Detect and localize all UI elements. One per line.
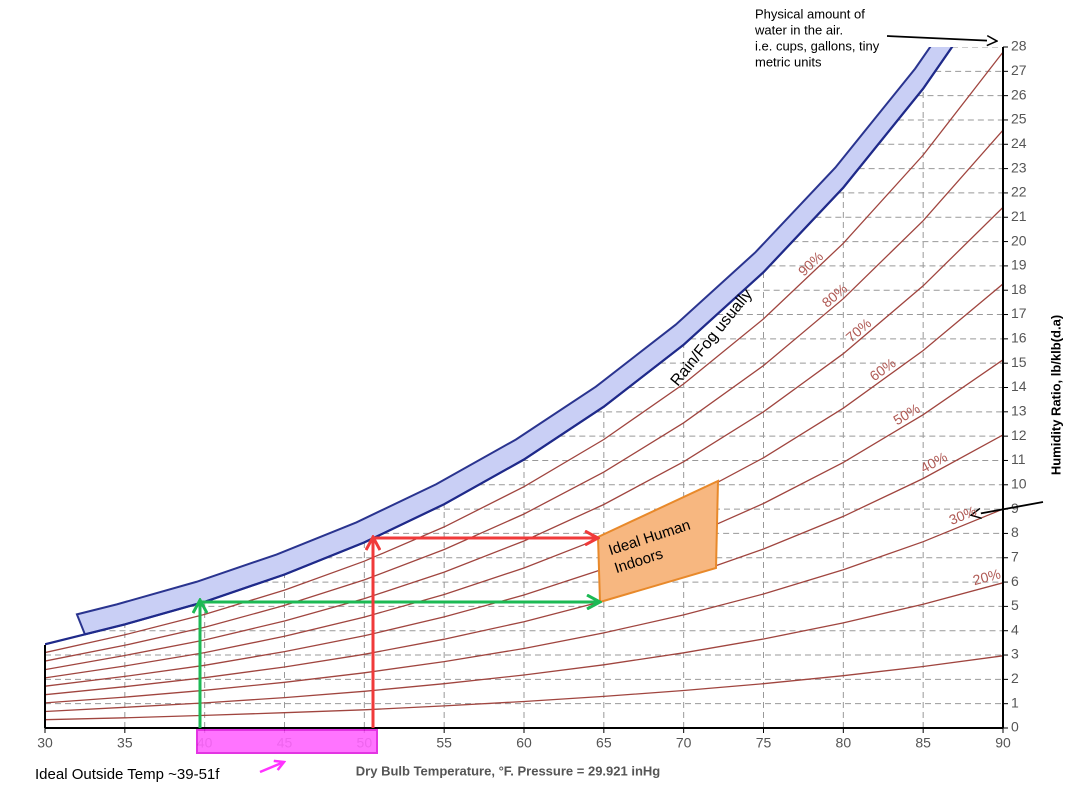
curves <box>45 47 1003 721</box>
rh-curve <box>45 283 1003 679</box>
y-tick-label: 12 <box>1011 427 1027 443</box>
x-tick-label: 30 <box>37 735 53 751</box>
rh-label: 40% <box>918 449 950 476</box>
magenta-arrow <box>259 762 284 774</box>
y-tick-label: 28 <box>1011 38 1027 54</box>
x-tick-label: 70 <box>676 735 692 751</box>
rh-label: 90% <box>795 248 826 279</box>
ideal-outside-label: Ideal Outside Temp ~39-51f <box>35 766 220 783</box>
y-tick-label: 10 <box>1011 475 1027 491</box>
y-tick-label: 20 <box>1011 232 1027 248</box>
y-tick-label: 21 <box>1011 208 1027 224</box>
y-tick-label: 25 <box>1011 111 1027 127</box>
water-note-line: Physical amount of <box>755 6 865 21</box>
y-tick-label: 2 <box>1011 670 1019 686</box>
rh-curve <box>45 51 1003 654</box>
y-tick-label: 1 <box>1011 694 1019 710</box>
x-tick-label: 85 <box>915 735 931 751</box>
x-tick-label: 35 <box>117 735 133 751</box>
y-tick-label: 3 <box>1011 646 1019 662</box>
y-tick-label: 19 <box>1011 257 1027 273</box>
ideal-indoors-zone <box>596 479 720 604</box>
x-tick-label: 65 <box>596 735 612 751</box>
x-tick-label: 80 <box>836 735 852 751</box>
y-tick-label: 15 <box>1011 354 1027 370</box>
rh-label: 20% <box>971 565 1002 588</box>
y-tick-label: 8 <box>1011 524 1019 540</box>
y-tick-label: 13 <box>1011 403 1027 419</box>
y-tick-label: 14 <box>1011 378 1027 394</box>
y-tick-label: 6 <box>1011 573 1019 589</box>
y-tick-label: 22 <box>1011 184 1027 200</box>
y-tick-label: 23 <box>1011 159 1027 175</box>
x-axis-label: Dry Bulb Temperature, °F. Pressure = 29.… <box>356 763 660 778</box>
y-tick-label: 0 <box>1011 719 1019 735</box>
y-tick-label: 18 <box>1011 281 1027 297</box>
y-tick-label: 5 <box>1011 597 1019 613</box>
y-tick-label: 7 <box>1011 548 1019 564</box>
rh-curve <box>45 434 1003 696</box>
y-tick-label: 26 <box>1011 86 1027 102</box>
x-tick-label: 55 <box>436 735 452 751</box>
rh-curve <box>45 655 1003 721</box>
y-tick-label: 24 <box>1011 135 1027 151</box>
water-note-line: water in the air. <box>754 22 843 37</box>
x-tick-label: 75 <box>756 735 772 751</box>
y-axis-label: Humidity Ratio, lb/klb(d.a) <box>1048 315 1063 475</box>
water-note-line: i.e. cups, gallons, tiny <box>755 38 880 53</box>
rh-curve <box>45 508 1003 704</box>
rh-curve <box>45 359 1003 687</box>
x-tick-label: 90 <box>995 735 1011 751</box>
y-tick-label: 27 <box>1011 62 1027 78</box>
x-tick-label: 60 <box>516 735 532 751</box>
rh-curve <box>45 582 1003 713</box>
water-note-line: metric units <box>755 54 822 69</box>
water-note: Physical amount of water in the air. i.e… <box>754 6 880 69</box>
y-tick-label: 16 <box>1011 330 1027 346</box>
rh-curve <box>45 129 1003 662</box>
y-tick-label: 17 <box>1011 305 1027 321</box>
rh-curve <box>45 206 1003 671</box>
water-arrow <box>886 36 996 41</box>
y-tick-label: 11 <box>1011 451 1026 467</box>
ratio-arrow <box>972 501 1044 515</box>
ideal-outside-range <box>196 729 378 754</box>
rh-label: 30% <box>947 502 979 527</box>
y-tick-label: 4 <box>1011 621 1019 637</box>
